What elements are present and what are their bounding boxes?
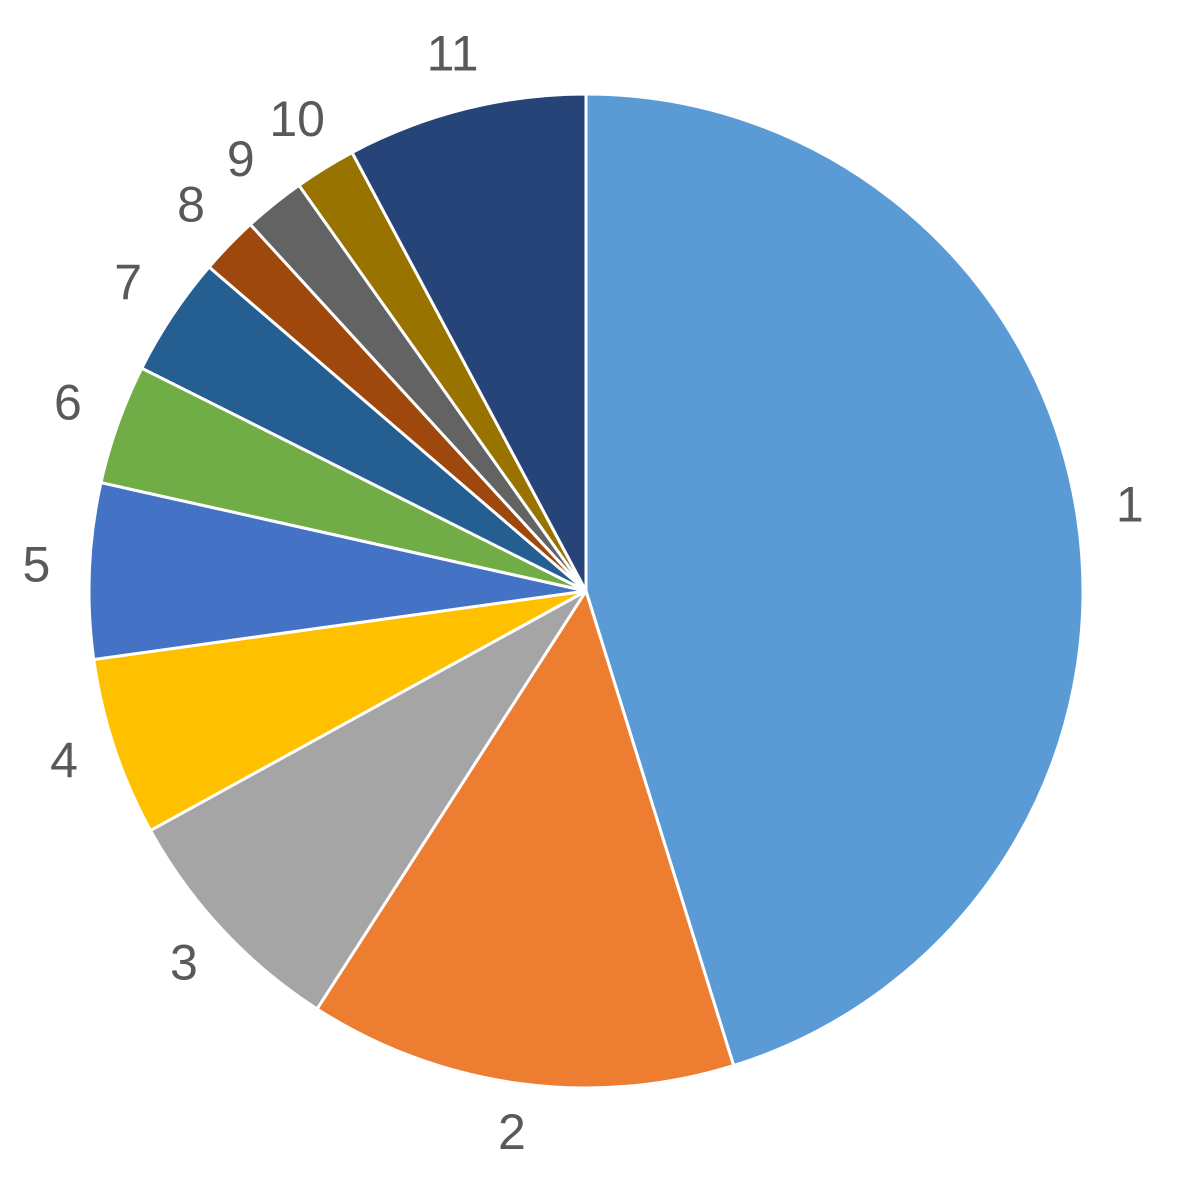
- pie-slice: [87, 480, 587, 662]
- pie-slice: [148, 589, 588, 1012]
- slice-label: 5: [23, 537, 51, 593]
- slice-label: 7: [114, 254, 142, 310]
- slice-label: 10: [269, 91, 325, 147]
- slice-label: 6: [54, 375, 82, 431]
- slice-label: 4: [50, 732, 78, 788]
- pie-slice: [92, 589, 587, 833]
- slice-label: 3: [170, 934, 198, 990]
- slice-label: 1: [1116, 477, 1144, 533]
- slice-label: 2: [498, 1104, 526, 1160]
- pie-slice: [314, 587, 736, 1090]
- slice-label: 11: [427, 26, 479, 82]
- slice-label: 9: [227, 131, 255, 187]
- pie-slice: [350, 92, 588, 592]
- slice-label: 8: [177, 176, 205, 232]
- pie-slice: [584, 92, 1085, 1068]
